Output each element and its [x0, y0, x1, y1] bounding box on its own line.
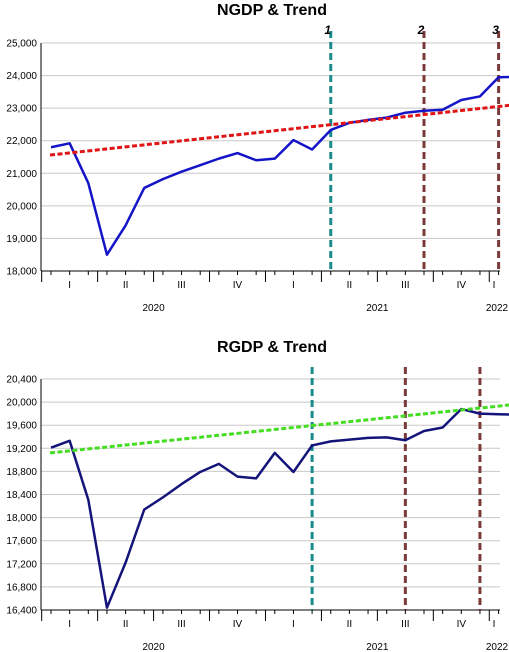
- x-quarter-label: III: [177, 619, 185, 630]
- y-tick-label: 21,000: [6, 169, 37, 180]
- x-quarter-label: I: [292, 280, 295, 291]
- y-tick-label: 20,000: [6, 398, 37, 409]
- x-quarter-label: I: [493, 619, 496, 630]
- y-tick-label: 18,000: [6, 513, 37, 524]
- x-quarter-label: I: [68, 619, 71, 630]
- event-line-label: 3: [492, 23, 499, 37]
- x-quarter-label: IV: [233, 280, 243, 291]
- x-quarter-label: I: [493, 280, 496, 291]
- y-tick-label: 19,200: [6, 444, 37, 455]
- x-quarter-label: I: [68, 280, 71, 291]
- x-year-label: 2021: [366, 642, 389, 652]
- y-tick-label: 19,000: [6, 234, 37, 245]
- x-quarter-label: II: [123, 619, 129, 630]
- x-year-label: 2021: [366, 303, 389, 314]
- y-tick-label: 20,400: [6, 375, 37, 386]
- y-tick-label: 16,400: [6, 606, 37, 617]
- data-series-line: [50, 75, 509, 256]
- y-tick-label: 19,600: [6, 421, 37, 432]
- data-series-line: [50, 407, 509, 609]
- y-tick-label: 17,600: [6, 536, 37, 547]
- y-tick-label: 17,200: [6, 559, 37, 570]
- trend-line: [49, 103, 509, 157]
- x-year-label: 2022: [486, 642, 509, 652]
- y-tick-label: 23,000: [6, 104, 37, 115]
- y-tick-label: 18,400: [6, 490, 37, 501]
- x-quarter-label: II: [123, 280, 129, 291]
- x-quarter-label: III: [401, 280, 409, 291]
- rgdp-chart: RGDP & Trend 16,400 16,800 17,200 17,600 18,…: [6, 339, 509, 652]
- trend-line: [49, 403, 509, 455]
- x-quarter-label: IV: [457, 619, 467, 630]
- x-year-label: 2020: [142, 642, 165, 652]
- y-tick-label: 24,000: [6, 71, 37, 82]
- y-tick-label: 18,000: [6, 267, 37, 278]
- chart-title: NGDP & Trend: [217, 2, 327, 19]
- y-tick-label: 22,000: [6, 136, 37, 147]
- x-year-label: 2022: [486, 303, 509, 314]
- x-year-label: 2020: [142, 303, 165, 314]
- x-quarter-label: IV: [233, 619, 243, 630]
- event-line-label: 2: [417, 23, 425, 37]
- y-tick-label: 18,800: [6, 467, 37, 478]
- x-quarter-label: III: [401, 619, 409, 630]
- event-line-label: 1: [324, 23, 331, 37]
- x-quarter-label: II: [347, 619, 353, 630]
- y-tick-label: 16,800: [6, 582, 37, 593]
- y-tick-label: 25,000: [6, 39, 37, 50]
- y-tick-label: 20,000: [6, 201, 37, 212]
- ngdp-chart: NGDP & Trend 18,000 19,000 20,000 21,000 22,…: [6, 2, 509, 314]
- x-quarter-label: III: [177, 280, 185, 291]
- chart-title: RGDP & Trend: [217, 339, 327, 356]
- x-quarter-label: II: [347, 280, 353, 291]
- x-quarter-label: IV: [457, 280, 467, 291]
- x-quarter-label: I: [292, 619, 295, 630]
